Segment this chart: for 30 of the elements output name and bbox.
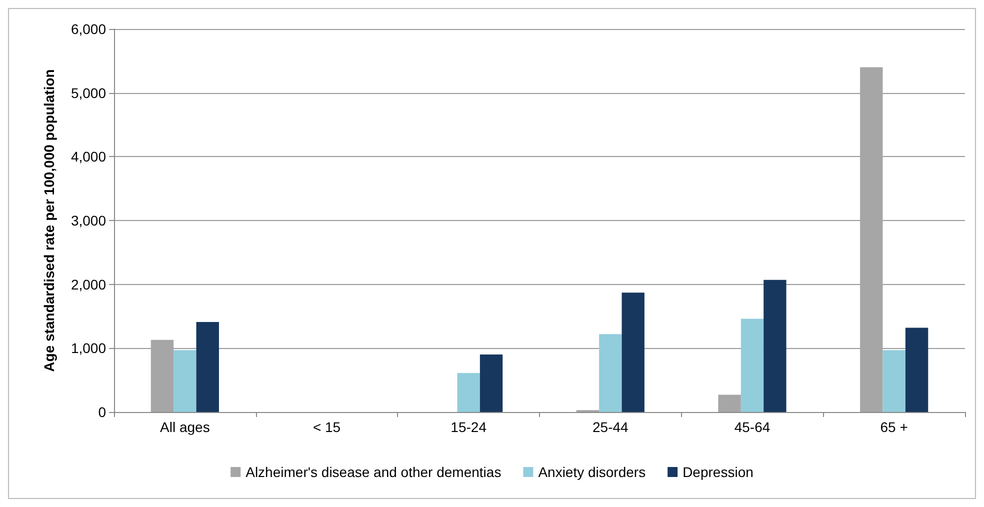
bar	[882, 350, 906, 412]
x-tick-label: 15-24	[450, 419, 487, 435]
legend-label: Alzheimer's disease and other dementias	[246, 464, 502, 480]
bar	[622, 292, 644, 412]
y-axis-title: Age standardised rate per 100,000 population	[41, 69, 57, 372]
y-tick-label: 5,000	[70, 84, 106, 101]
x-tick-label: 45-64	[734, 419, 770, 435]
bar	[860, 67, 883, 412]
x-tick-label: All ages	[160, 419, 210, 435]
y-tick-label: 2,000	[70, 276, 106, 292]
x-tick-label: 25-44	[592, 419, 629, 435]
bar	[905, 328, 928, 412]
x-tick-label: 65 +	[880, 419, 908, 435]
x-tick-label: < 15	[312, 419, 341, 435]
legend-label: Depression	[682, 464, 754, 480]
y-tick-label: 3,000	[70, 212, 106, 228]
y-tick-label: 4,000	[70, 148, 106, 165]
y-tick-label: 0	[98, 404, 106, 420]
legend-label: Anxiety disorders	[538, 464, 646, 480]
bar	[457, 373, 480, 412]
y-tick-label: 6,000	[70, 21, 106, 37]
bar	[740, 318, 764, 412]
bar	[480, 354, 503, 412]
bar	[174, 350, 196, 412]
bar	[599, 334, 622, 412]
bar	[150, 340, 174, 412]
bar	[718, 394, 741, 412]
bar	[196, 322, 219, 412]
y-tick-label: 1,000	[70, 340, 106, 356]
bar	[764, 280, 786, 412]
